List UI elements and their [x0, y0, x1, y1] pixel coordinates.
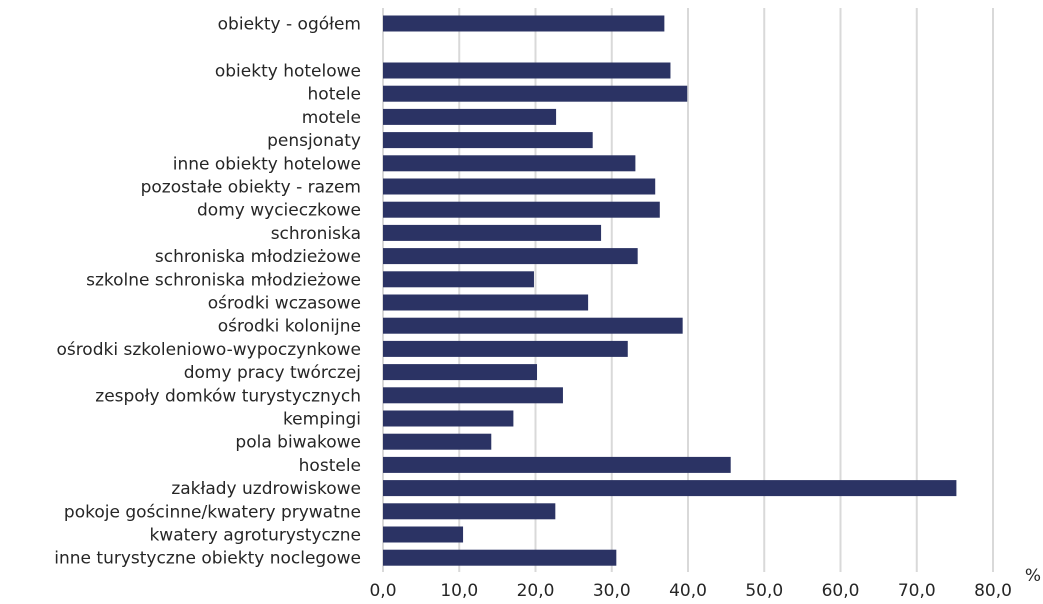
x-tick-label: 40,0 — [669, 581, 707, 601]
x-tick-label: 20,0 — [517, 581, 555, 601]
x-tick-label: 60,0 — [822, 581, 860, 601]
bar — [383, 132, 593, 149]
category-label: motele — [302, 108, 361, 128]
category-label: kwatery agroturystyczne — [149, 526, 361, 546]
bar — [383, 108, 557, 125]
x-tick-label: 10,0 — [440, 581, 478, 601]
category-label: obiekty hotelowe — [215, 62, 361, 82]
bar — [383, 85, 688, 102]
category-label: hostele — [299, 456, 361, 476]
bars — [383, 15, 957, 566]
category-label: ośrodki szkoleniowo-wypoczynkowe — [56, 340, 361, 360]
bar — [383, 248, 638, 265]
category-label: pola biwakowe — [235, 433, 361, 453]
x-tick-label: 0,0 — [369, 581, 396, 601]
bar — [383, 201, 660, 218]
category-label: schroniska młodzieżowe — [155, 247, 361, 267]
category-label: szkolne schroniska młodzieżowe — [86, 270, 361, 290]
bar — [383, 224, 602, 241]
bar — [383, 15, 665, 32]
bar — [383, 155, 636, 172]
category-label: obiekty - ogółem — [218, 15, 361, 35]
x-tick-label: 70,0 — [898, 581, 936, 601]
category-label: zakłady uzdrowiskowe — [171, 479, 361, 499]
category-label: hotele — [308, 85, 361, 105]
category-label: ośrodki kolonijne — [218, 317, 361, 337]
bar — [383, 340, 628, 357]
bar — [383, 294, 589, 311]
category-label: pozostałe obiekty - razem — [141, 178, 361, 198]
bar — [383, 526, 464, 543]
bar — [383, 62, 671, 79]
category-label: zespoły domków turystycznych — [95, 386, 361, 406]
category-label: schroniska — [271, 224, 361, 244]
bar — [383, 271, 534, 288]
bar — [383, 456, 731, 473]
x-tick-labels: 0,0 10,0 20,0 30,0 40,0 50,0 60,0 70,0 80,0 — [369, 581, 1011, 601]
x-tick-label: 50,0 — [745, 581, 783, 601]
category-label: inne turystyczne obiekty noclegowe — [54, 549, 361, 569]
bar — [383, 410, 514, 427]
category-label: pokoje gościnne/kwatery prywatne — [64, 502, 361, 522]
x-unit-label: % — [1025, 566, 1041, 586]
category-label: ośrodki wczasowe — [208, 294, 361, 314]
bar — [383, 178, 656, 195]
category-label: domy wycieczkowe — [197, 201, 361, 221]
bar — [383, 503, 556, 520]
bar — [383, 364, 538, 381]
x-tick-label: 30,0 — [593, 581, 631, 601]
category-label: pensjonaty — [267, 131, 361, 151]
gridlines — [382, 8, 994, 572]
bar — [383, 549, 617, 566]
bar — [383, 480, 957, 497]
x-tick-label: 80,0 — [974, 581, 1012, 601]
category-labels: obiekty - ogółem obiekty hotelowe hotele mo… — [54, 15, 361, 569]
bar — [383, 387, 563, 404]
bar — [383, 317, 683, 334]
bar — [383, 433, 492, 450]
category-label: domy pracy twórczej — [184, 363, 361, 383]
category-label: inne obiekty hotelowe — [173, 154, 361, 174]
category-label: kempingi — [283, 410, 361, 430]
